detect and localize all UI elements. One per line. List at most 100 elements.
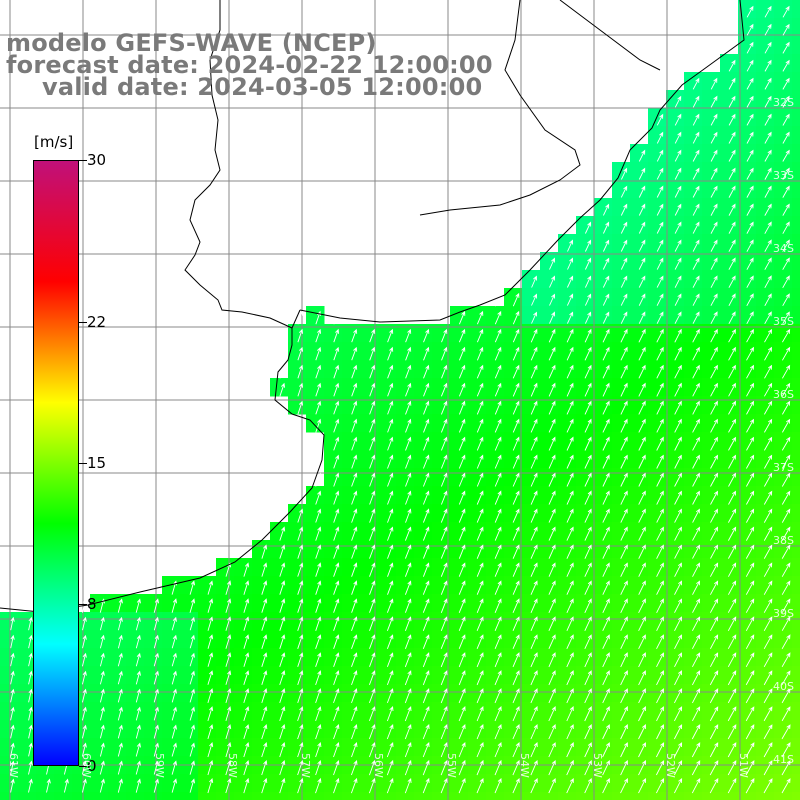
wind-speed-cell [504, 594, 523, 613]
wind-speed-cell [270, 720, 289, 739]
wind-arrow [476, 418, 484, 433]
wind-speed-cell [648, 216, 667, 235]
wind-arrow [512, 364, 520, 379]
wind-speed-cell [738, 18, 757, 37]
wind-speed-cell [252, 684, 271, 703]
wind-arrow [782, 23, 790, 36]
wind-arrow [728, 239, 736, 252]
wind-arrow [458, 688, 466, 704]
wind-speed-cell [792, 576, 800, 595]
wind-speed-cell [324, 648, 343, 667]
wind-arrow [369, 436, 376, 451]
wind-arrow [333, 472, 340, 487]
wind-speed-cell [540, 432, 559, 451]
wind-speed-cell [594, 684, 613, 703]
wind-arrow [441, 364, 448, 379]
wind-arrow [548, 742, 556, 758]
wind-speed-cell [360, 468, 379, 487]
wind-speed-cell [738, 360, 757, 379]
wind-speed-cell [342, 432, 361, 451]
wind-speed-cell [648, 288, 667, 307]
wind-arrow [620, 544, 628, 559]
wind-speed-cell [792, 108, 800, 127]
wind-speed-cell [702, 594, 721, 613]
wind-speed-cell [666, 792, 685, 800]
wind-arrow [207, 706, 214, 722]
wind-speed-cell [252, 720, 271, 739]
wind-arrow [584, 418, 592, 433]
wind-arrow [746, 311, 754, 325]
wind-arrow [10, 652, 15, 667]
wind-speed-cell [738, 0, 757, 19]
wind-speed-cell [324, 414, 343, 433]
wind-arrow [620, 167, 628, 180]
wind-arrow [549, 311, 556, 324]
wind-arrow [10, 760, 15, 775]
wind-arrow [710, 490, 718, 505]
wind-arrow [351, 472, 358, 487]
wind-arrow [81, 724, 87, 739]
wind-speed-cell [504, 450, 523, 469]
wind-arrow [422, 724, 430, 740]
wind-speed-cell [450, 702, 469, 721]
wind-arrow [512, 490, 520, 505]
wind-speed-cell [756, 54, 775, 73]
wind-speed-cell [360, 576, 379, 595]
wind-arrow [81, 760, 87, 775]
wind-arrow [638, 670, 646, 686]
wind-speed-cell [558, 450, 577, 469]
wind-arrow [28, 724, 33, 739]
wind-speed-cell [144, 612, 163, 631]
wind-speed-cell [486, 612, 505, 631]
wind-speed-cell [684, 450, 703, 469]
wind-speed-cell [108, 792, 127, 800]
wind-speed-cell [666, 216, 685, 235]
wind-arrow [691, 760, 701, 776]
wind-arrow [710, 203, 718, 216]
wind-speed-cell [360, 342, 379, 361]
wind-speed-cell [522, 540, 541, 559]
wind-speed-cell [360, 792, 379, 800]
wind-speed-cell [324, 684, 343, 703]
wind-arrow [566, 652, 574, 668]
wind-arrow [135, 742, 141, 757]
wind-arrow [620, 508, 628, 523]
wind-speed-cell [234, 576, 253, 595]
wind-arrow [368, 688, 376, 704]
wind-speed-cell [630, 774, 649, 793]
wind-arrow [656, 311, 664, 324]
wind-speed-cell [306, 378, 325, 397]
wind-arrow [10, 742, 15, 757]
wind-arrow [710, 275, 718, 288]
wind-speed-cell [144, 594, 163, 613]
wind-speed-cell [630, 198, 649, 217]
wind-arrow [135, 616, 141, 631]
wind-arrow [404, 544, 412, 559]
wind-arrow [422, 472, 430, 487]
wind-speed-cell [558, 468, 577, 487]
wind-arrow [620, 454, 628, 469]
wind-speed-cell [504, 522, 523, 541]
wind-speed-cell [720, 522, 739, 541]
wind-arrow [10, 706, 15, 721]
wind-speed-cell [738, 684, 757, 703]
wind-arrow [207, 580, 214, 595]
wind-arrow [28, 760, 33, 775]
wind-arrow [423, 418, 430, 433]
wind-arrow [691, 777, 701, 794]
wind-arrow [584, 634, 592, 649]
wind-speed-cell [702, 450, 721, 469]
wind-speed-cell [648, 468, 667, 487]
wind-speed-cell [792, 126, 800, 145]
wind-arrow [548, 598, 556, 613]
wind-speed-cell [486, 324, 505, 343]
wind-arrow [10, 634, 15, 649]
wind-arrow [638, 652, 646, 668]
wind-arrow [279, 777, 286, 794]
wind-arrow [117, 616, 123, 631]
wind-arrow [530, 562, 538, 577]
wind-speed-cell [684, 540, 703, 559]
wind-arrow [674, 616, 682, 632]
wind-speed-cell [630, 450, 649, 469]
wind-arrow [692, 257, 700, 270]
